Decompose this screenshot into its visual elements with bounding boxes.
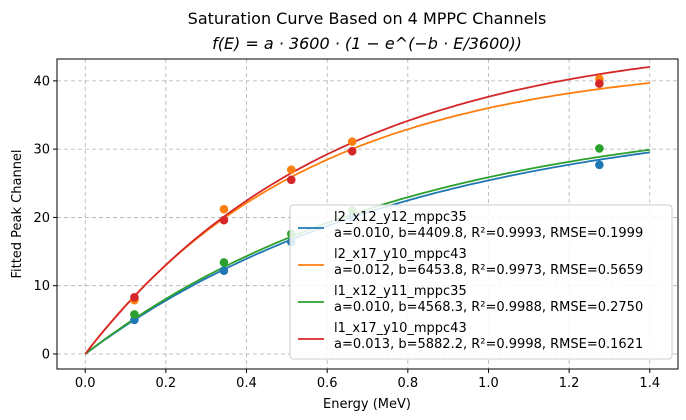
legend-series-name: l2_x17_y10_mppc43 [334, 247, 467, 262]
plot-frame [56, 58, 679, 370]
x-axis-label: Energy (MeV) [323, 397, 411, 412]
data-point [219, 204, 229, 214]
x-tick-label: 0.2 [156, 376, 177, 391]
y-tick-label: 30 [33, 143, 50, 158]
y-tick-label: 10 [33, 279, 50, 294]
data-point [286, 165, 296, 174]
plot-area [84, 66, 650, 355]
data-point [347, 146, 357, 156]
x-tick-label: 0.4 [236, 376, 257, 391]
chart-title: Saturation Curve Based on 4 MPPC Channel… [188, 9, 547, 28]
y-tick-label: 40 [33, 74, 50, 89]
legend-fit-params: a=0.013, b=5882.2, R²=0.9998, RMSE=0.162… [334, 337, 643, 352]
legend-series-name: l1_x17_y10_mppc43 [334, 321, 467, 336]
series-line [84, 66, 650, 355]
x-tick-label: 0.0 [75, 376, 96, 391]
chart-subtitle: f(E) = a · 3600 · (1 − e^(−b · E/3600)) [212, 34, 522, 53]
data-point [286, 175, 296, 185]
data-point [219, 215, 229, 225]
x-tick-label: 1.4 [639, 376, 660, 391]
data-point [130, 310, 139, 319]
y-axis-label: Fitted Peak Channel [10, 149, 25, 278]
x-tick-label: 0.8 [397, 376, 418, 391]
legend-fit-params: a=0.010, b=4568.3, R²=0.9988, RMSE=0.275… [334, 300, 643, 315]
x-tick-label: 1.0 [478, 376, 499, 391]
data-point [595, 79, 604, 88]
x-tick-label: 1.2 [559, 376, 580, 391]
legend-fit-params: a=0.010, b=4409.8, R²=0.9993, RMSE=0.199… [334, 226, 643, 241]
axis-ticks: 0.0 0.2 0.4 0.6 0.8 1.0 1.2 1.4 0 10 20 30 40 [33, 74, 660, 391]
legend-series-name: l1_x12_y11_mppc35 [334, 284, 467, 299]
data-point [595, 144, 604, 153]
data-point [219, 266, 229, 275]
legend-box [289, 204, 673, 360]
data-point [130, 293, 139, 302]
legend-series-name: l2_x12_y12_mppc35 [334, 210, 467, 225]
data-point [347, 137, 357, 146]
y-tick-label: 0 [42, 347, 50, 362]
legend-fit-params: a=0.012, b=6453.8, R²=0.9973, RMSE=0.565… [334, 263, 643, 278]
data-point [595, 160, 604, 170]
y-tick-label: 20 [33, 211, 50, 226]
data-point [219, 258, 229, 267]
x-tick-label: 0.6 [317, 376, 338, 391]
